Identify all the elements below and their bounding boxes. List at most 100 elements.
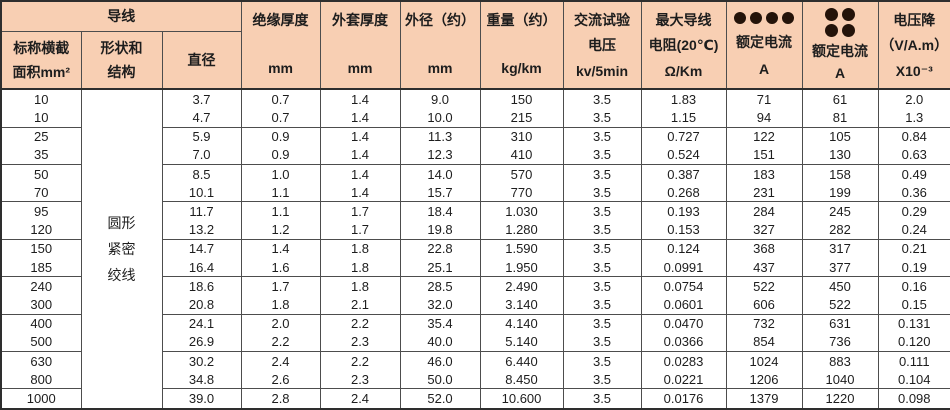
table-row: 240 18.6 1.7 1.8 28.5 2.490 3.5 0.0754 522 450 0.1… xyxy=(0,276,950,296)
cell-max-resistance: 0.0991 xyxy=(640,257,727,277)
cell-voltage-drop: 0.131 xyxy=(877,313,950,333)
cell-weight: 3.140 xyxy=(479,295,564,315)
cell-voltage-drop: 0.24 xyxy=(877,220,950,240)
cell-max-resistance: 0.387 xyxy=(640,163,727,184)
cell-diameter: 16.4 xyxy=(161,257,242,277)
cell-outer-diameter: 52.0 xyxy=(399,388,481,409)
header-unit: （V/A.m） xyxy=(880,37,949,53)
cell-rated-current-a: 183 xyxy=(725,163,803,184)
cell-rated-current-a: 437 xyxy=(725,257,803,277)
cell-outer-diameter: 22.8 xyxy=(399,238,481,258)
table-header: 导线 绝缘厚度 mm 外套厚度 mm 外径（约） mm xyxy=(0,1,950,90)
cell-test-voltage: 3.5 xyxy=(562,370,642,389)
cell-rated-current-b: 522 xyxy=(801,295,879,315)
cell-max-resistance: 0.524 xyxy=(640,145,727,165)
header-label: 绝缘厚度 xyxy=(252,12,309,28)
header-label: 额定电流 xyxy=(736,34,793,50)
cell-rated-current-b: 199 xyxy=(801,183,879,202)
cell-weight: 1.280 xyxy=(479,220,564,240)
header-unit: A xyxy=(758,61,770,77)
cell-diameter: 10.1 xyxy=(161,183,242,202)
table-row: 150 14.7 1.4 1.8 22.8 1.590 3.5 0.124 368 317 0.21 xyxy=(0,238,950,258)
cell-max-resistance: 0.153 xyxy=(640,220,727,240)
cell-rated-current-b: 450 xyxy=(801,276,879,296)
cell-rated-current-b: 282 xyxy=(801,220,879,240)
header-label: 额定电流 xyxy=(812,42,869,59)
header-label: 交流试验 xyxy=(574,11,631,28)
cell-diameter: 20.8 xyxy=(161,295,242,315)
cell-outer-diameter: 9.0 xyxy=(399,89,481,109)
cell-weight: 6.440 xyxy=(479,350,564,371)
cell-sheath-thickness: 2.3 xyxy=(319,332,401,352)
table-row: 35 7.0 0.9 1.4 12.3 410 3.5 0.524 151 130 0.63 xyxy=(0,145,950,165)
cell-outer-diameter: 19.8 xyxy=(399,220,481,240)
header-rated-current-b: 额定电流 A xyxy=(801,1,879,90)
header-unit: A xyxy=(834,65,846,82)
cell-diameter: 34.8 xyxy=(161,370,242,389)
cell-outer-diameter: 15.7 xyxy=(399,183,481,202)
cell-test-voltage: 3.5 xyxy=(562,201,642,221)
cell-voltage-drop: 0.63 xyxy=(877,145,950,165)
cell-max-resistance: 0.193 xyxy=(640,201,727,221)
cell-max-resistance: 0.268 xyxy=(640,183,727,202)
cell-rated-current-a: 522 xyxy=(725,276,803,296)
header-test-voltage: 交流试验 电压 kv/5min xyxy=(562,1,642,90)
cell-voltage-drop: 1.3 xyxy=(877,108,950,128)
cell-voltage-drop: 0.098 xyxy=(877,388,950,409)
header-unit: Ω/Km xyxy=(664,62,703,79)
cell-nominal-area: 10 xyxy=(0,108,82,128)
header-shape-structure: 形状和 结构 xyxy=(80,31,163,90)
cell-sheath-thickness: 1.4 xyxy=(319,163,401,184)
four-dots-grid-icon xyxy=(825,7,856,37)
cell-nominal-area: 400 xyxy=(0,313,82,333)
cell-insulation-thickness: 1.2 xyxy=(240,220,321,240)
table-row: 25 5.9 0.9 1.4 11.3 310 3.5 0.727 122 105 0.84 xyxy=(0,126,950,146)
cell-outer-diameter: 40.0 xyxy=(399,332,481,352)
header-label: 外套厚度 xyxy=(332,12,389,28)
cell-insulation-thickness: 2.4 xyxy=(240,350,321,371)
cell-sheath-thickness: 1.4 xyxy=(319,126,401,146)
cell-rated-current-b: 105 xyxy=(801,126,879,146)
cell-max-resistance: 1.15 xyxy=(640,108,727,128)
shape-structure-line: 绞线 xyxy=(107,267,136,283)
cell-weight: 5.140 xyxy=(479,332,564,352)
cell-insulation-thickness: 1.6 xyxy=(240,257,321,277)
cell-rated-current-b: 631 xyxy=(801,313,879,333)
cell-diameter: 26.9 xyxy=(161,332,242,352)
header-unit: mm xyxy=(347,60,373,76)
header-insulation-thickness: 绝缘厚度 mm xyxy=(240,1,321,90)
cell-insulation-thickness: 1.8 xyxy=(240,295,321,315)
cell-max-resistance: 0.727 xyxy=(640,126,727,146)
cell-test-voltage: 3.5 xyxy=(562,350,642,371)
cell-sheath-thickness: 1.4 xyxy=(319,89,401,109)
table-row: 800 34.8 2.6 2.3 50.0 8.450 3.5 0.0221 1206 1040 0… xyxy=(0,370,950,389)
cell-nominal-area: 10 xyxy=(0,89,82,109)
header-max-resistance: 最大导线 电阻(20℃) Ω/Km xyxy=(640,1,727,90)
cell-weight: 570 xyxy=(479,163,564,184)
cell-diameter: 39.0 xyxy=(161,388,242,409)
header-unit: mm xyxy=(268,60,293,76)
cell-max-resistance: 0.0366 xyxy=(640,332,727,352)
cell-test-voltage: 3.5 xyxy=(562,332,642,352)
cell-rated-current-a: 71 xyxy=(725,89,803,109)
cell-voltage-drop: 0.111 xyxy=(877,350,950,371)
cell-outer-diameter: 11.3 xyxy=(399,126,481,146)
cell-insulation-thickness: 0.9 xyxy=(240,126,321,146)
cell-sheath-thickness: 2.4 xyxy=(319,388,401,409)
cell-sheath-thickness: 1.4 xyxy=(319,145,401,165)
cell-rated-current-b: 158 xyxy=(801,163,879,184)
cell-diameter: 11.7 xyxy=(161,201,242,221)
cell-rated-current-b: 317 xyxy=(801,238,879,258)
table-row: 95 11.7 1.1 1.7 18.4 1.030 3.5 0.193 284 245 0.29 xyxy=(0,201,950,221)
cell-voltage-drop: 0.49 xyxy=(877,163,950,184)
cell-voltage-drop: 0.84 xyxy=(877,126,950,146)
header-label: 重量（约） xyxy=(486,12,557,28)
cell-nominal-area: 50 xyxy=(0,163,82,184)
table-body: 10 圆形 紧密 绞线 3.7 0.7 1.4 9.0 150 3.5 1.83 71 61 2.0 10 4… xyxy=(0,89,950,409)
cell-weight: 770 xyxy=(479,183,564,202)
cell-max-resistance: 0.124 xyxy=(640,238,727,258)
cell-weight: 1.950 xyxy=(479,257,564,277)
cell-rated-current-a: 1024 xyxy=(725,350,803,371)
cell-sheath-thickness: 2.1 xyxy=(319,295,401,315)
cell-rated-current-b: 81 xyxy=(801,108,879,128)
